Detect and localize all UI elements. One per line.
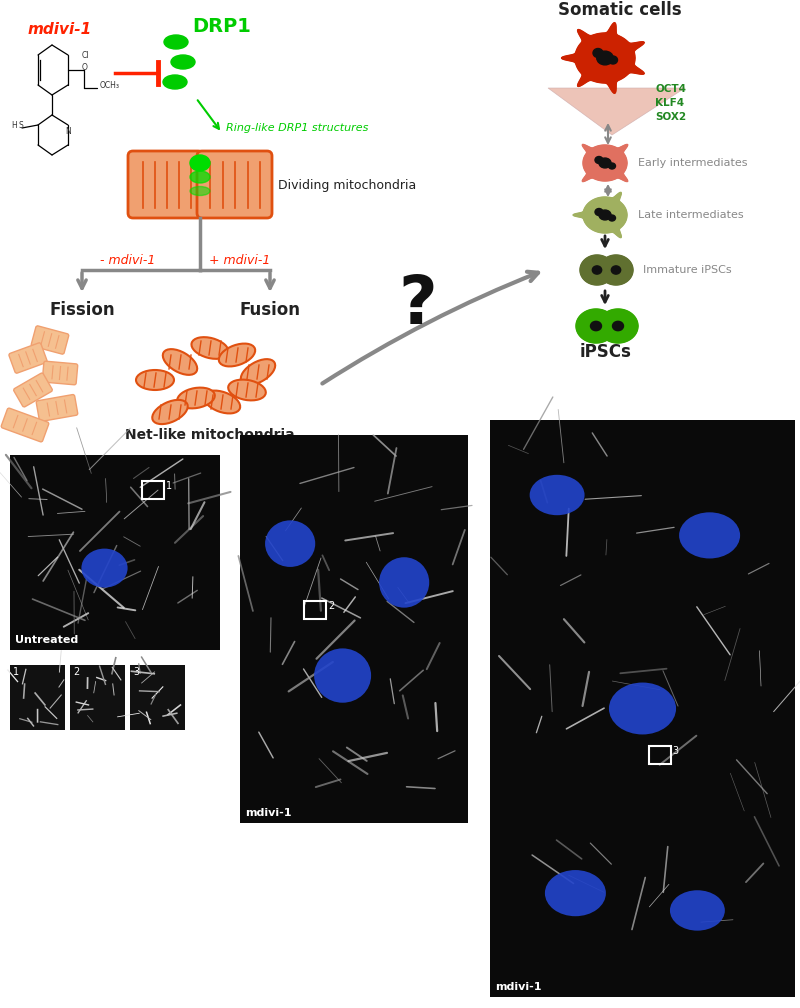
Ellipse shape (190, 171, 210, 183)
Text: 3: 3 (673, 746, 678, 756)
Text: Somatic cells: Somatic cells (558, 1, 682, 19)
Ellipse shape (219, 344, 255, 367)
Text: 2: 2 (73, 667, 79, 677)
Ellipse shape (609, 163, 615, 169)
Ellipse shape (314, 648, 371, 703)
Bar (649, 746, 670, 764)
Ellipse shape (265, 520, 315, 566)
FancyBboxPatch shape (128, 151, 203, 218)
Text: Cl: Cl (82, 50, 89, 59)
Ellipse shape (171, 55, 195, 69)
Text: OCH₃: OCH₃ (100, 81, 120, 90)
Text: OCT4
KLF4
SOX2: OCT4 KLF4 SOX2 (655, 84, 686, 122)
Ellipse shape (545, 870, 606, 916)
FancyBboxPatch shape (197, 151, 272, 218)
Polygon shape (576, 309, 616, 343)
Text: Immature iPSCs: Immature iPSCs (643, 265, 732, 275)
Text: mdivi-1: mdivi-1 (28, 22, 92, 37)
Ellipse shape (204, 390, 240, 413)
Bar (304, 601, 326, 619)
Ellipse shape (82, 548, 128, 588)
Ellipse shape (595, 156, 603, 163)
Ellipse shape (530, 475, 585, 515)
Bar (10, 665, 65, 730)
Bar (490, 420, 795, 997)
Text: - mdivi-1: - mdivi-1 (100, 253, 156, 266)
Polygon shape (562, 22, 644, 94)
Ellipse shape (164, 35, 188, 49)
Ellipse shape (241, 359, 275, 385)
Ellipse shape (152, 400, 188, 424)
Ellipse shape (592, 266, 602, 274)
Ellipse shape (190, 155, 210, 171)
FancyBboxPatch shape (9, 343, 47, 373)
Ellipse shape (611, 266, 621, 274)
Text: N: N (65, 127, 71, 136)
Text: Late intermediates: Late intermediates (638, 210, 744, 220)
Text: Net-like mitochondria: Net-like mitochondria (125, 428, 295, 442)
Polygon shape (580, 255, 614, 285)
Ellipse shape (379, 557, 430, 608)
Polygon shape (599, 255, 633, 285)
Ellipse shape (163, 75, 187, 89)
Text: 2: 2 (328, 601, 334, 611)
Text: 1: 1 (166, 481, 173, 491)
Ellipse shape (595, 209, 603, 216)
Polygon shape (598, 309, 638, 343)
Text: O: O (82, 62, 88, 72)
Ellipse shape (178, 388, 214, 408)
Ellipse shape (679, 512, 740, 558)
Text: DRP1: DRP1 (192, 17, 251, 36)
Ellipse shape (609, 682, 676, 735)
Text: 1: 1 (13, 667, 19, 677)
Ellipse shape (597, 51, 614, 65)
Bar (142, 481, 164, 499)
Text: Fusion: Fusion (239, 301, 301, 319)
Ellipse shape (609, 215, 615, 221)
Ellipse shape (609, 56, 618, 64)
Ellipse shape (599, 158, 611, 168)
Text: ?: ? (398, 272, 438, 338)
Bar (240, 435, 468, 823)
Text: iPSCs: iPSCs (580, 343, 632, 361)
Ellipse shape (191, 337, 229, 359)
Text: Fission: Fission (49, 301, 115, 319)
Polygon shape (582, 144, 628, 181)
FancyBboxPatch shape (31, 326, 69, 354)
Ellipse shape (613, 322, 623, 331)
Ellipse shape (599, 210, 611, 220)
Bar (70, 665, 125, 730)
Text: S: S (18, 121, 23, 129)
Polygon shape (548, 88, 685, 135)
Text: + mdivi-1: + mdivi-1 (210, 253, 270, 266)
Polygon shape (574, 193, 627, 238)
Text: mdivi-1: mdivi-1 (245, 808, 291, 818)
Text: Ring-like DRP1 structures: Ring-like DRP1 structures (226, 123, 368, 133)
Text: Dividing mitochondria: Dividing mitochondria (278, 178, 416, 192)
Text: Early intermediates: Early intermediates (638, 158, 747, 168)
FancyBboxPatch shape (36, 394, 78, 421)
Text: 3: 3 (133, 667, 139, 677)
Ellipse shape (228, 380, 266, 400)
FancyBboxPatch shape (42, 361, 78, 385)
Bar (10, 455, 220, 650)
Ellipse shape (593, 48, 603, 57)
FancyBboxPatch shape (14, 373, 52, 407)
Ellipse shape (136, 370, 174, 390)
Bar (130, 665, 185, 730)
Ellipse shape (670, 890, 725, 930)
Ellipse shape (190, 186, 210, 196)
Ellipse shape (163, 349, 197, 375)
Text: Untreated: Untreated (15, 635, 78, 645)
Ellipse shape (590, 322, 602, 331)
Text: H: H (11, 121, 17, 129)
Text: mdivi-1: mdivi-1 (495, 982, 542, 992)
FancyBboxPatch shape (2, 408, 49, 442)
